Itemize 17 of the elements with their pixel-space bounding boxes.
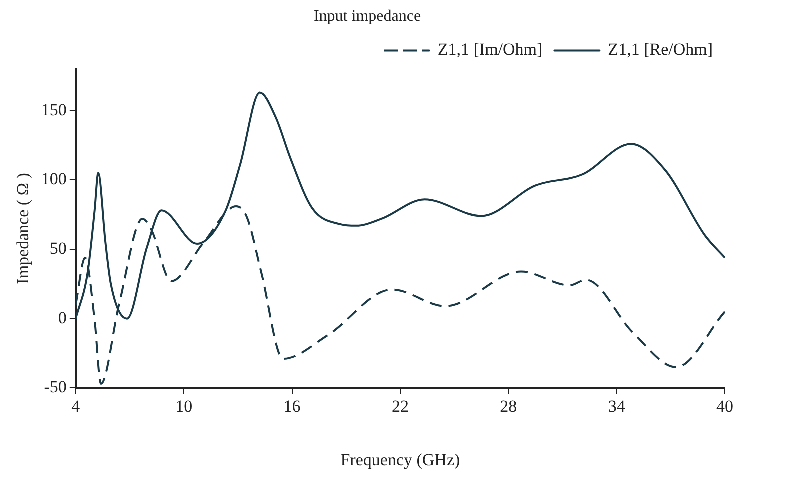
chart-title: Input impedance <box>314 8 422 25</box>
x-tick-label: 4 <box>72 396 81 416</box>
x-tick-label: 28 <box>500 396 518 416</box>
y-tick-label: 150 <box>41 100 67 120</box>
x-tick-label: 22 <box>392 396 409 416</box>
y-tick-label: 100 <box>41 170 67 189</box>
y-tick-label: 50 <box>50 238 67 258</box>
x-axis-title: Frequency (GHz) <box>340 450 460 470</box>
x-tick-label: 10 <box>176 396 193 416</box>
y-tick-label: 0 <box>58 308 67 328</box>
y-tick-label: -50 <box>44 378 67 397</box>
x-tick-label: 16 <box>284 396 301 416</box>
y-axis-title: Impedance ( Ω ) <box>14 173 33 284</box>
legend-label: Z1,1 [Im/Ohm] <box>438 40 543 60</box>
x-tick-label: 40 <box>716 396 734 416</box>
legend-label: Z1,1 [Re/Ohm] <box>608 40 714 60</box>
x-tick-label: 34 <box>608 396 626 416</box>
